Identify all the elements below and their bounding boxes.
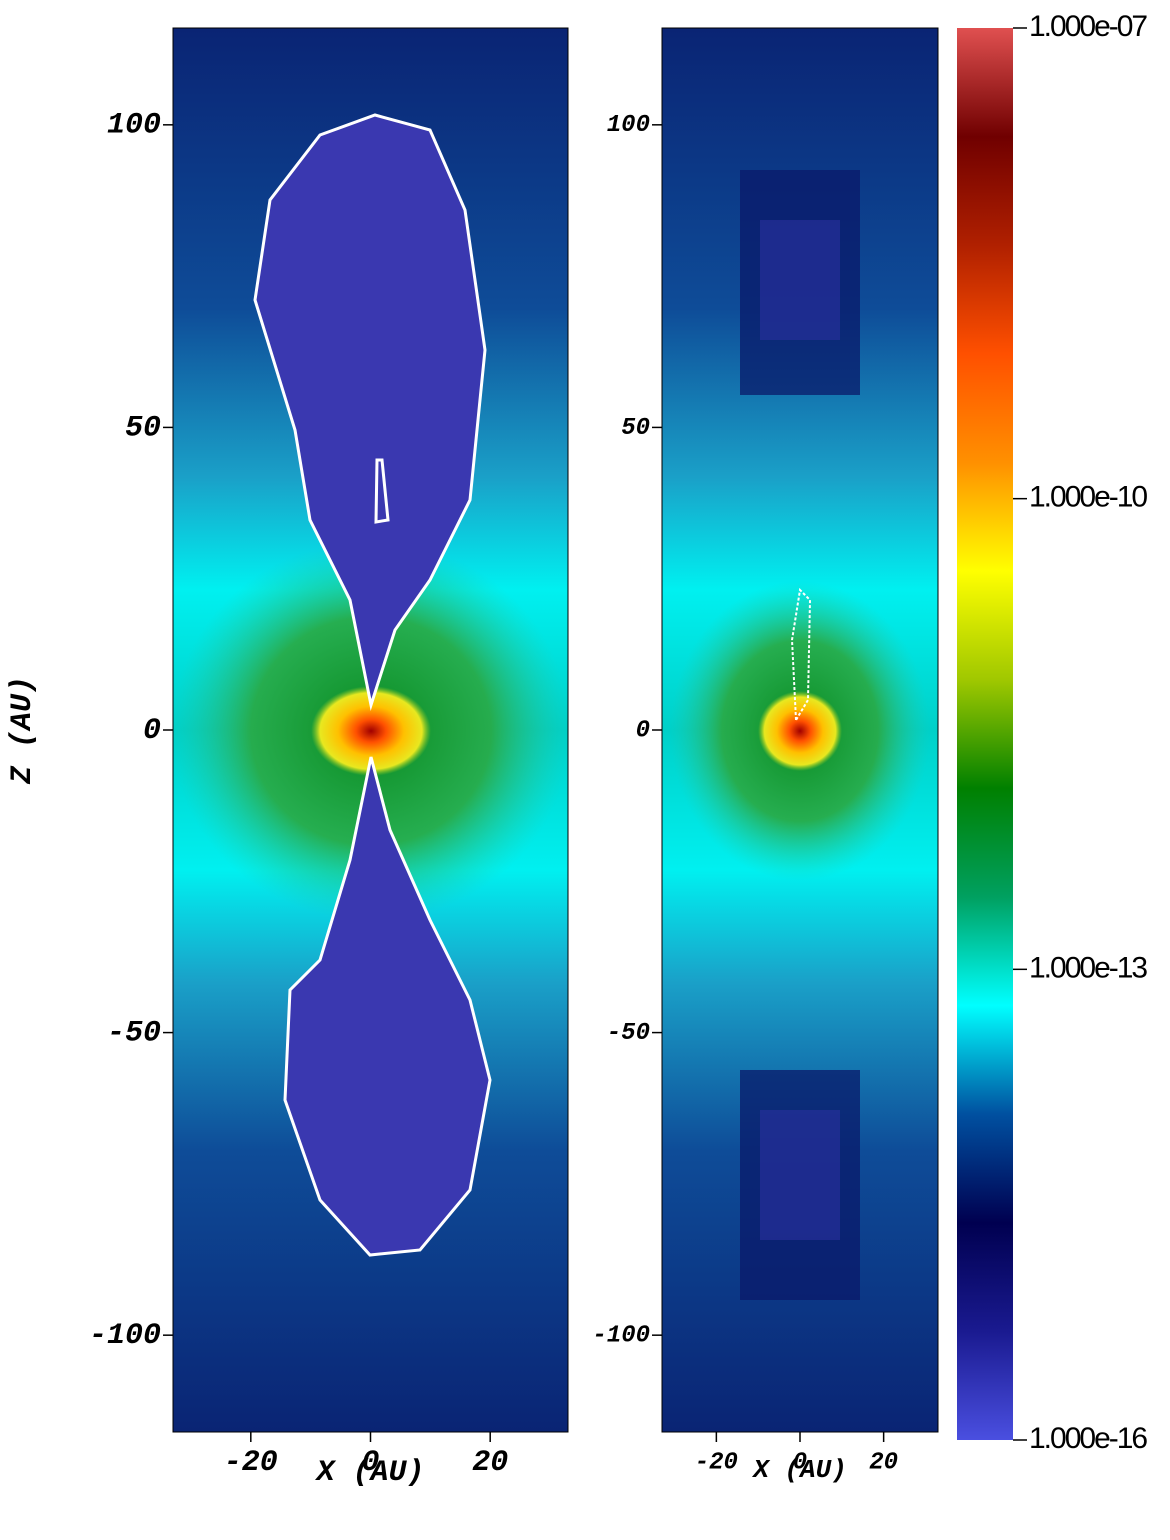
colorbar-tick-label: 1.000e-13 — [1029, 951, 1147, 984]
x-tick-label: 20 — [869, 1449, 898, 1476]
y-axis-label: Z (AU) — [6, 676, 40, 785]
y-tick-label: 50 — [621, 415, 650, 442]
y-tick-label: -100 — [592, 1323, 650, 1350]
colorbar — [957, 28, 1013, 1440]
x-tick-label: 0 — [361, 1446, 379, 1480]
x-axis-label: X (AU) — [314, 1456, 424, 1490]
x-tick-label: -20 — [695, 1449, 738, 1476]
y-tick-label: 100 — [107, 109, 161, 143]
x-tick-label: -20 — [224, 1446, 278, 1480]
y-tick-label: -50 — [607, 1020, 650, 1047]
colorbar-tick-label: 1.000e-10 — [1029, 481, 1147, 514]
density-map-left — [173, 28, 568, 1432]
y-tick-label: 0 — [143, 714, 161, 748]
y-tick-label: 0 — [636, 717, 650, 744]
y-tick-label: -50 — [107, 1017, 161, 1051]
x-axis-label: X (AU) — [751, 1455, 847, 1485]
y-tick-label: 100 — [607, 112, 650, 139]
x-tick-label: 0 — [793, 1449, 807, 1476]
y-tick-label: -100 — [89, 1319, 161, 1353]
y-tick-label: 50 — [125, 411, 161, 445]
colorbar-tick-label: 1.000e-07 — [1029, 10, 1147, 43]
density-map-right — [662, 28, 938, 1432]
x-tick-label: 20 — [472, 1446, 508, 1480]
colorbar-tick-label: 1.000e-16 — [1029, 1422, 1147, 1455]
